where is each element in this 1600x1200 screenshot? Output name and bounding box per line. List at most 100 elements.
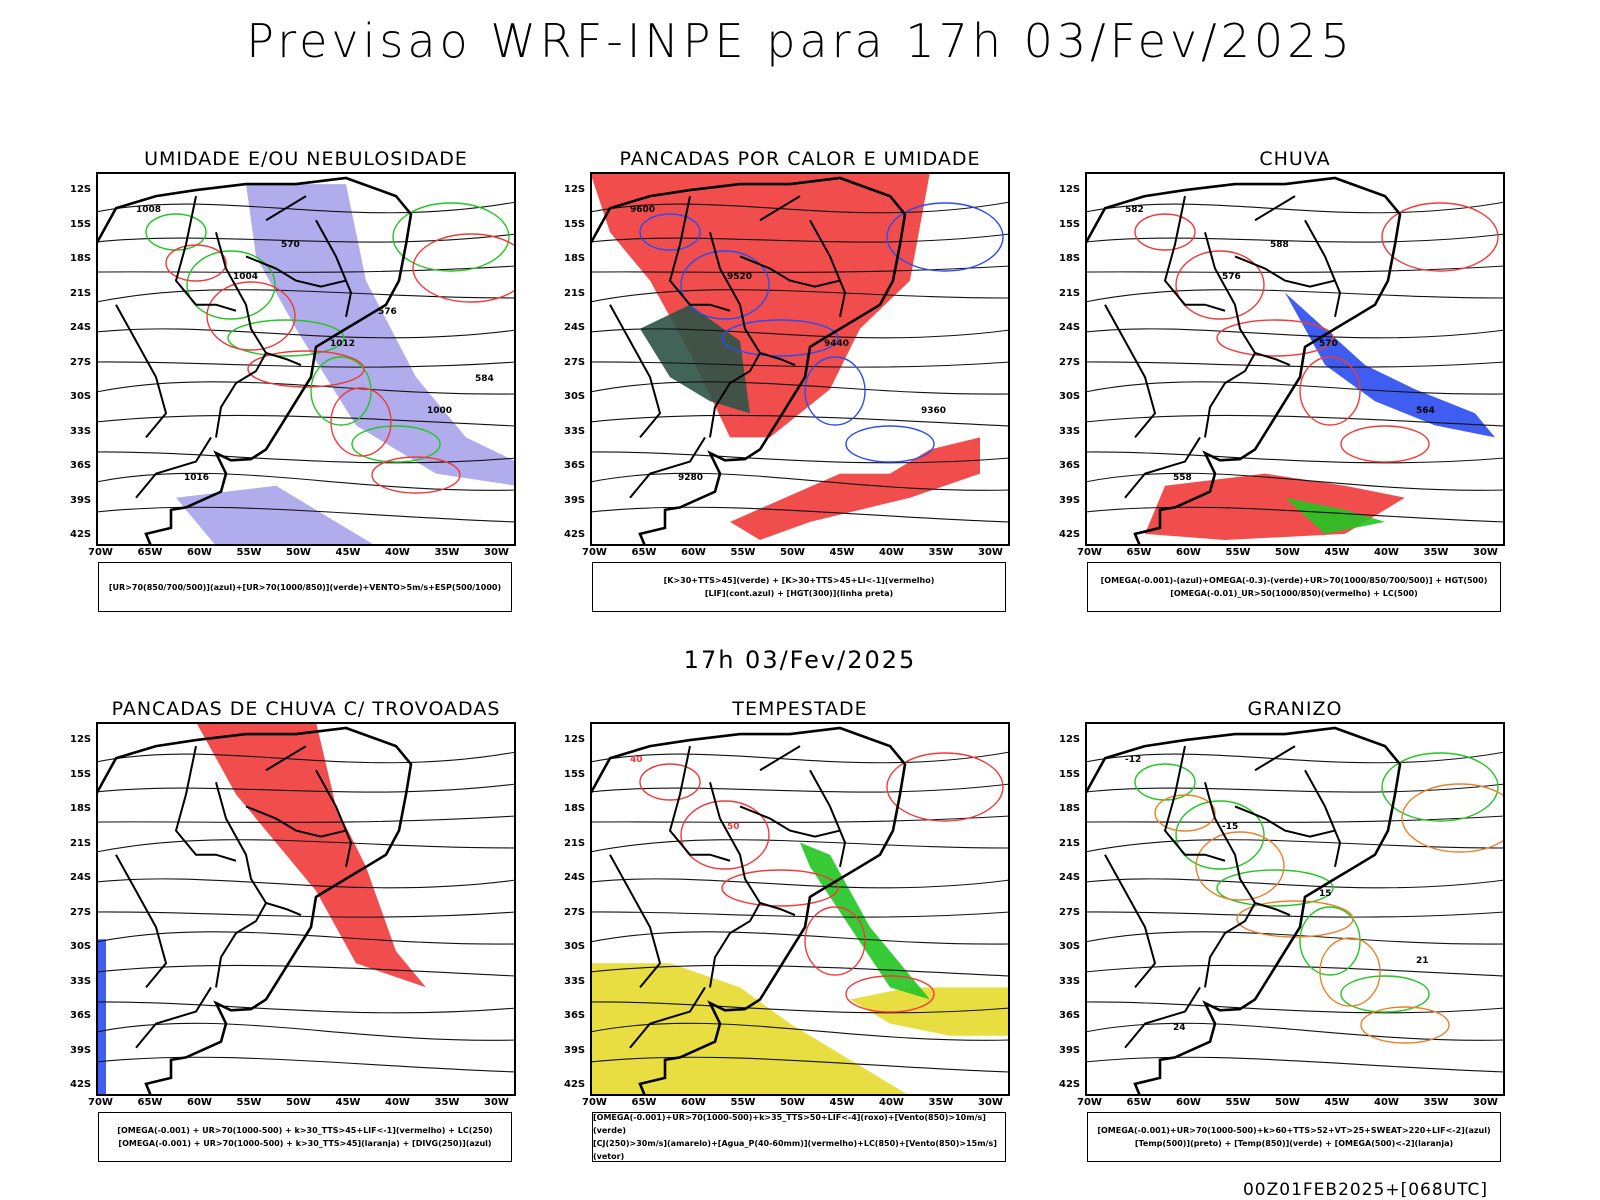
lat-tick-label: 12S xyxy=(1059,184,1081,195)
contour-label: 15 xyxy=(1319,889,1332,899)
isoline xyxy=(1085,911,1505,918)
lon-tick-label: 55W xyxy=(236,1097,262,1108)
lat-tick-label: 42S xyxy=(564,529,586,540)
isoline xyxy=(96,839,516,853)
contour-label: 9280 xyxy=(678,473,703,483)
lon-tick-label: 35W xyxy=(434,1097,460,1108)
lon-tick-label: 40W xyxy=(1374,547,1399,558)
contour-line xyxy=(1175,800,1265,870)
isoline xyxy=(590,265,1010,273)
legend-line: [OMEGA(-0.001) + UR>70(1000-500) + k>30_… xyxy=(117,1126,493,1135)
isoline xyxy=(96,381,516,395)
country-border xyxy=(1234,255,1336,288)
isoline xyxy=(1085,414,1505,427)
contour-label: 50 xyxy=(727,822,740,832)
lat-tick-label: 18S xyxy=(564,803,586,814)
country-border xyxy=(1104,854,1157,989)
lat-tick-label: 33S xyxy=(70,975,92,987)
contour-label: 9600 xyxy=(630,205,655,215)
field-shading xyxy=(96,939,106,1096)
lat-tick-label: 39S xyxy=(564,1044,586,1056)
field-shading xyxy=(176,485,376,546)
lon-tick-label: 45W xyxy=(1324,1097,1350,1108)
lat-tick-label: 39S xyxy=(1059,494,1081,506)
lon-tick-label: 35W xyxy=(1423,1097,1449,1108)
country-border xyxy=(1204,232,1257,438)
contour-line xyxy=(1401,783,1505,853)
legend-line: [OMEGA(-0.001)-(azul)+OMEGA(-0.3)-(verde… xyxy=(1100,576,1488,585)
isoline xyxy=(96,451,516,464)
isoline xyxy=(1085,233,1505,243)
isoline xyxy=(96,328,516,339)
lat-tick-label: 30S xyxy=(70,941,92,952)
lat-tick-label: 21S xyxy=(70,837,92,849)
lat-tick-label: 15S xyxy=(1059,768,1081,780)
panel-title: GRANIZO xyxy=(1247,698,1343,720)
country-border xyxy=(1304,219,1342,317)
panel-title: PANCADAS POR CALOR E UMIDADE xyxy=(619,148,981,170)
lon-tick-label: 65W xyxy=(1126,547,1152,558)
lat-tick-label: 42S xyxy=(1059,1079,1081,1090)
panel-chuva: CHUVA 582 576 570 564 558 588 12S 15S 18S 21S 24S 2… xyxy=(1059,148,1505,612)
map-frame xyxy=(96,722,516,1096)
isoline xyxy=(590,839,1010,853)
coastline xyxy=(1085,176,1402,546)
country-border xyxy=(1104,304,1157,439)
isoline xyxy=(1085,328,1505,339)
contour-line xyxy=(1134,213,1196,251)
lon-tick-label: 70W xyxy=(582,1097,607,1108)
legend-line: [LIF](cont.azul) + [HGT(300)](linha pret… xyxy=(704,589,894,598)
isoline xyxy=(1085,1056,1505,1073)
contour-line xyxy=(804,906,866,976)
contour-line xyxy=(351,425,441,463)
panel-umidade: UMIDADE E/OU NEBULOSIDADE 1008 1004 1012 10… xyxy=(70,148,516,612)
isoline xyxy=(1085,878,1505,889)
isoline xyxy=(96,1001,516,1014)
lon-tick-label: 35W xyxy=(1423,547,1449,558)
lon-tick-label: 45W xyxy=(829,547,855,558)
contour-label: 9440 xyxy=(824,339,849,349)
lat-tick-label: 30S xyxy=(70,391,92,402)
lat-tick-label: 21S xyxy=(1059,287,1081,299)
field-shading xyxy=(1285,497,1385,534)
contour-line xyxy=(186,250,276,320)
lon-tick-label: 30W xyxy=(978,1097,1003,1108)
country-border xyxy=(759,745,801,772)
country-border xyxy=(1254,195,1296,222)
lon-tick-label: 45W xyxy=(335,1097,361,1108)
country-border xyxy=(265,745,307,772)
lon-tick-label: 70W xyxy=(88,1097,113,1108)
contour-line xyxy=(1319,937,1381,1007)
lon-tick-label: 40W xyxy=(385,1097,410,1108)
contour-line xyxy=(1299,356,1361,426)
lat-tick-label: 42S xyxy=(1059,529,1081,540)
contour-label: 40 xyxy=(630,755,643,765)
contour-label: 570 xyxy=(1319,339,1338,349)
contour-label: 9360 xyxy=(921,406,946,416)
contour-line xyxy=(1236,900,1354,938)
lon-tick-label: 30W xyxy=(484,1097,509,1108)
isoline xyxy=(590,328,1010,339)
panel-trovoadas: PANCADAS DE CHUVA C/ TROVOADAS 12S 15S 18S… xyxy=(70,698,516,1162)
lon-tick-label: 30W xyxy=(978,547,1003,558)
lat-tick-label: 33S xyxy=(1059,425,1081,437)
coastline xyxy=(590,176,907,546)
isoline xyxy=(96,265,516,273)
contour-label: 584 xyxy=(475,374,494,384)
contour-line xyxy=(227,319,345,357)
country-border xyxy=(265,352,302,366)
country-border xyxy=(245,255,347,288)
isoline xyxy=(96,931,516,945)
lat-tick-label: 15S xyxy=(70,218,92,230)
lat-tick-label: 33S xyxy=(564,975,586,987)
isoline xyxy=(1085,751,1505,764)
lon-tick-label: 60W xyxy=(187,1097,212,1108)
lon-tick-label: 65W xyxy=(631,1097,657,1108)
lon-tick-label: 45W xyxy=(335,547,361,558)
contour-line xyxy=(165,244,227,282)
legend-box: [OMEGA(-0.001)+UR>70(1000-500)+k>35_TTS>… xyxy=(592,1112,1006,1162)
legend-box: [OMEGA(-0.001)-(azul)+OMEGA(-0.3)-(verde… xyxy=(1087,562,1501,612)
contour-line xyxy=(1381,202,1499,272)
panel-pancadas-calor: PANCADAS POR CALOR E UMIDADE 9600 9520 944… xyxy=(564,148,1010,612)
lat-tick-label: 33S xyxy=(70,425,92,437)
